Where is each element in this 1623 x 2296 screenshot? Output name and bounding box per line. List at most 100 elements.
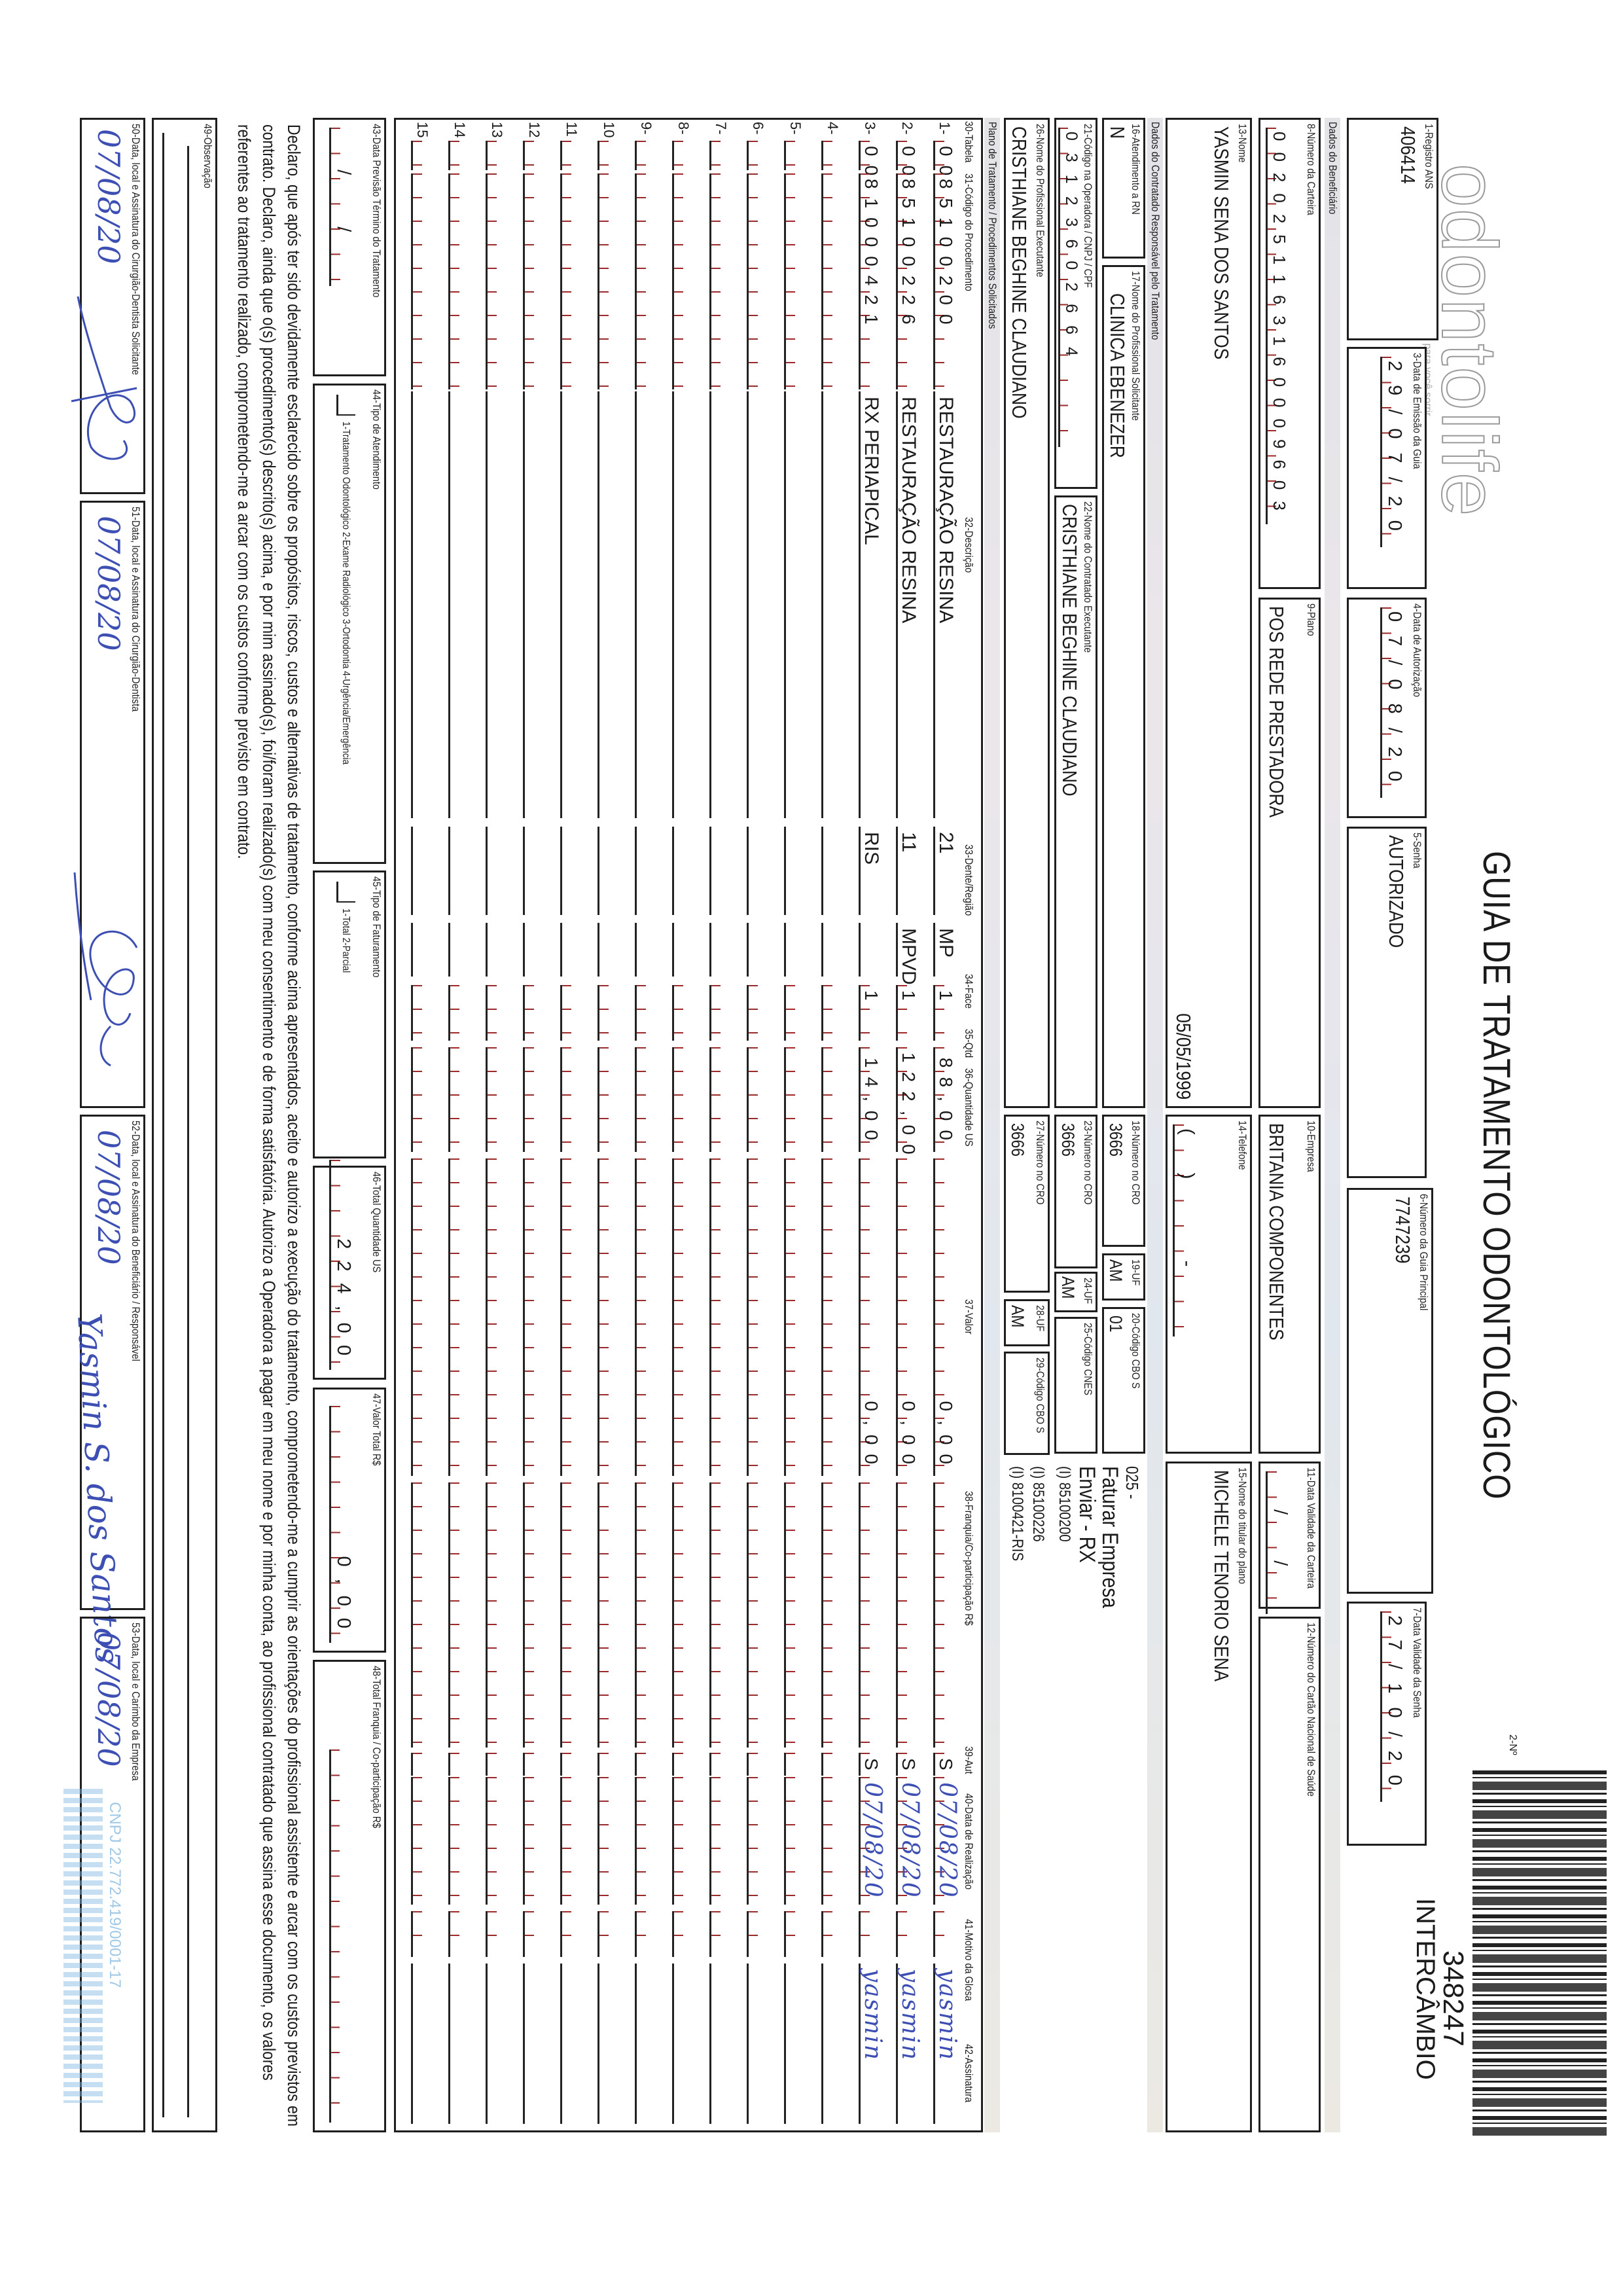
cell-tabela[interactable] bbox=[635, 141, 657, 170]
cell-dente[interactable] bbox=[635, 827, 657, 915]
cell-dente[interactable] bbox=[560, 827, 582, 915]
cell-codigo[interactable] bbox=[635, 173, 657, 389]
cell-codigo[interactable] bbox=[486, 173, 508, 389]
field-carimbo-empresa[interactable]: 53-Data, local e Carimbo da Empresa 07/0… bbox=[63, 1617, 145, 2132]
cell-face[interactable] bbox=[411, 923, 433, 977]
cell-qtd-us[interactable] bbox=[709, 1047, 732, 1152]
cell-data[interactable] bbox=[597, 1777, 620, 1905]
cell-tabela[interactable] bbox=[747, 141, 769, 170]
cell-face[interactable] bbox=[635, 923, 657, 977]
cell-qtd[interactable] bbox=[709, 985, 732, 1041]
cell-tabela[interactable] bbox=[821, 141, 844, 170]
cell-franquia[interactable] bbox=[560, 1482, 582, 1748]
cell-qtd[interactable] bbox=[747, 985, 769, 1041]
cell-face[interactable] bbox=[784, 923, 806, 977]
cell-descricao[interactable] bbox=[448, 391, 471, 818]
cell-descricao[interactable] bbox=[411, 391, 433, 818]
field-assinatura-beneficiario[interactable]: 52-Data, local e Assinatura do Beneficiá… bbox=[70, 1115, 145, 1664]
cell-glosa[interactable] bbox=[859, 1911, 881, 1957]
cell-descricao[interactable] bbox=[821, 391, 844, 818]
cell-franquia[interactable] bbox=[523, 1482, 545, 1748]
cell-qtd-us[interactable] bbox=[560, 1047, 582, 1152]
cell-descricao[interactable] bbox=[635, 391, 657, 818]
cell-glosa[interactable] bbox=[560, 1911, 582, 1957]
cell-qtd[interactable] bbox=[784, 985, 806, 1041]
cell-descricao[interactable] bbox=[597, 391, 620, 818]
cell-assinatura[interactable] bbox=[560, 1964, 582, 2124]
cell-face[interactable] bbox=[747, 923, 769, 977]
cell-face[interactable] bbox=[486, 923, 508, 977]
cell-data[interactable] bbox=[784, 1777, 806, 1905]
cell-glosa[interactable] bbox=[597, 1911, 620, 1957]
cell-descricao[interactable] bbox=[560, 391, 582, 818]
cell-valor[interactable] bbox=[411, 1158, 433, 1476]
cell-qtd[interactable] bbox=[672, 985, 694, 1041]
cell-descricao[interactable] bbox=[672, 391, 694, 818]
cell-qtd-us[interactable]: 14,00 bbox=[859, 1047, 882, 1152]
cell-glosa[interactable] bbox=[821, 1911, 844, 1957]
cell-glosa[interactable] bbox=[448, 1911, 471, 1957]
cell-glosa[interactable] bbox=[523, 1911, 545, 1957]
cell-codigo[interactable] bbox=[560, 173, 582, 389]
cell-assinatura[interactable] bbox=[709, 1964, 732, 2124]
cell-valor[interactable] bbox=[709, 1158, 732, 1476]
field-observacao[interactable]: 49-Observação bbox=[152, 118, 217, 2132]
cell-qtd[interactable] bbox=[635, 985, 657, 1041]
cell-descricao[interactable]: RESTAURAÇÃO RESINA bbox=[933, 391, 957, 818]
field-tipo-atendimento[interactable]: 44-Tipo de Atendimento 1-Tratamento Odon… bbox=[313, 384, 386, 864]
cell-glosa[interactable] bbox=[709, 1911, 732, 1957]
cell-dente[interactable] bbox=[411, 827, 433, 915]
cell-assinatura[interactable] bbox=[672, 1964, 694, 2124]
cell-aut[interactable] bbox=[411, 1753, 433, 1776]
cell-data[interactable] bbox=[747, 1777, 769, 1905]
cell-tabela[interactable] bbox=[411, 141, 433, 170]
cell-assinatura[interactable]: yasmin bbox=[933, 1964, 961, 2124]
cell-assinatura[interactable]: yasmin bbox=[859, 1964, 886, 2124]
cell-face[interactable]: MP bbox=[933, 923, 957, 977]
cell-valor[interactable] bbox=[597, 1158, 620, 1476]
cell-assinatura[interactable] bbox=[784, 1964, 806, 2124]
field-assinatura-dentista[interactable]: 51-Data, local e Assinatura do Cirurgião… bbox=[73, 501, 145, 1108]
cell-descricao[interactable] bbox=[523, 391, 545, 818]
cell-valor[interactable] bbox=[747, 1158, 769, 1476]
cell-face[interactable] bbox=[448, 923, 471, 977]
cell-qtd[interactable] bbox=[560, 985, 582, 1041]
cell-dente[interactable] bbox=[747, 827, 769, 915]
cell-qtd[interactable]: 1 bbox=[896, 985, 919, 1041]
cell-tabela[interactable] bbox=[709, 141, 732, 170]
cell-franquia[interactable] bbox=[448, 1482, 471, 1748]
cell-assinatura[interactable] bbox=[448, 1964, 471, 2124]
cell-valor[interactable] bbox=[560, 1158, 582, 1476]
cell-aut[interactable] bbox=[747, 1753, 769, 1776]
cell-data[interactable] bbox=[411, 1777, 433, 1905]
cell-dente[interactable] bbox=[709, 827, 732, 915]
cell-qtd[interactable] bbox=[411, 985, 433, 1041]
cell-codigo[interactable] bbox=[821, 173, 844, 389]
cell-valor[interactable] bbox=[523, 1158, 545, 1476]
cell-franquia[interactable] bbox=[821, 1482, 844, 1748]
cell-data[interactable] bbox=[821, 1777, 844, 1905]
cell-valor[interactable] bbox=[821, 1158, 844, 1476]
cell-glosa[interactable] bbox=[672, 1911, 694, 1957]
cell-codigo[interactable] bbox=[784, 173, 806, 389]
cell-tabela[interactable] bbox=[784, 141, 806, 170]
cell-aut[interactable] bbox=[523, 1753, 545, 1776]
cell-codigo[interactable] bbox=[523, 173, 545, 389]
cell-dente[interactable] bbox=[523, 827, 545, 915]
cell-tabela[interactable] bbox=[486, 141, 508, 170]
field-assinatura-solicitante[interactable]: 50-Data, local e Assinatura do Cirurgião… bbox=[71, 118, 145, 494]
cell-dente[interactable] bbox=[597, 827, 620, 915]
cell-qtd-us[interactable] bbox=[635, 1047, 657, 1152]
cell-franquia[interactable] bbox=[486, 1482, 508, 1748]
cell-qtd-us[interactable] bbox=[486, 1047, 508, 1152]
cell-dente[interactable]: 11 bbox=[896, 827, 919, 915]
cell-franquia[interactable] bbox=[784, 1482, 806, 1748]
cell-aut[interactable] bbox=[486, 1753, 508, 1776]
cell-qtd-us[interactable] bbox=[821, 1047, 844, 1152]
cell-dente[interactable]: RIS bbox=[859, 827, 882, 915]
cell-franquia[interactable] bbox=[709, 1482, 732, 1748]
cell-qtd-us[interactable]: 122,00 bbox=[896, 1047, 919, 1164]
cell-valor[interactable]: 0,00 bbox=[933, 1158, 956, 1476]
cell-assinatura[interactable] bbox=[821, 1964, 844, 2124]
cell-data[interactable]: 07/08/20 bbox=[896, 1777, 923, 1905]
